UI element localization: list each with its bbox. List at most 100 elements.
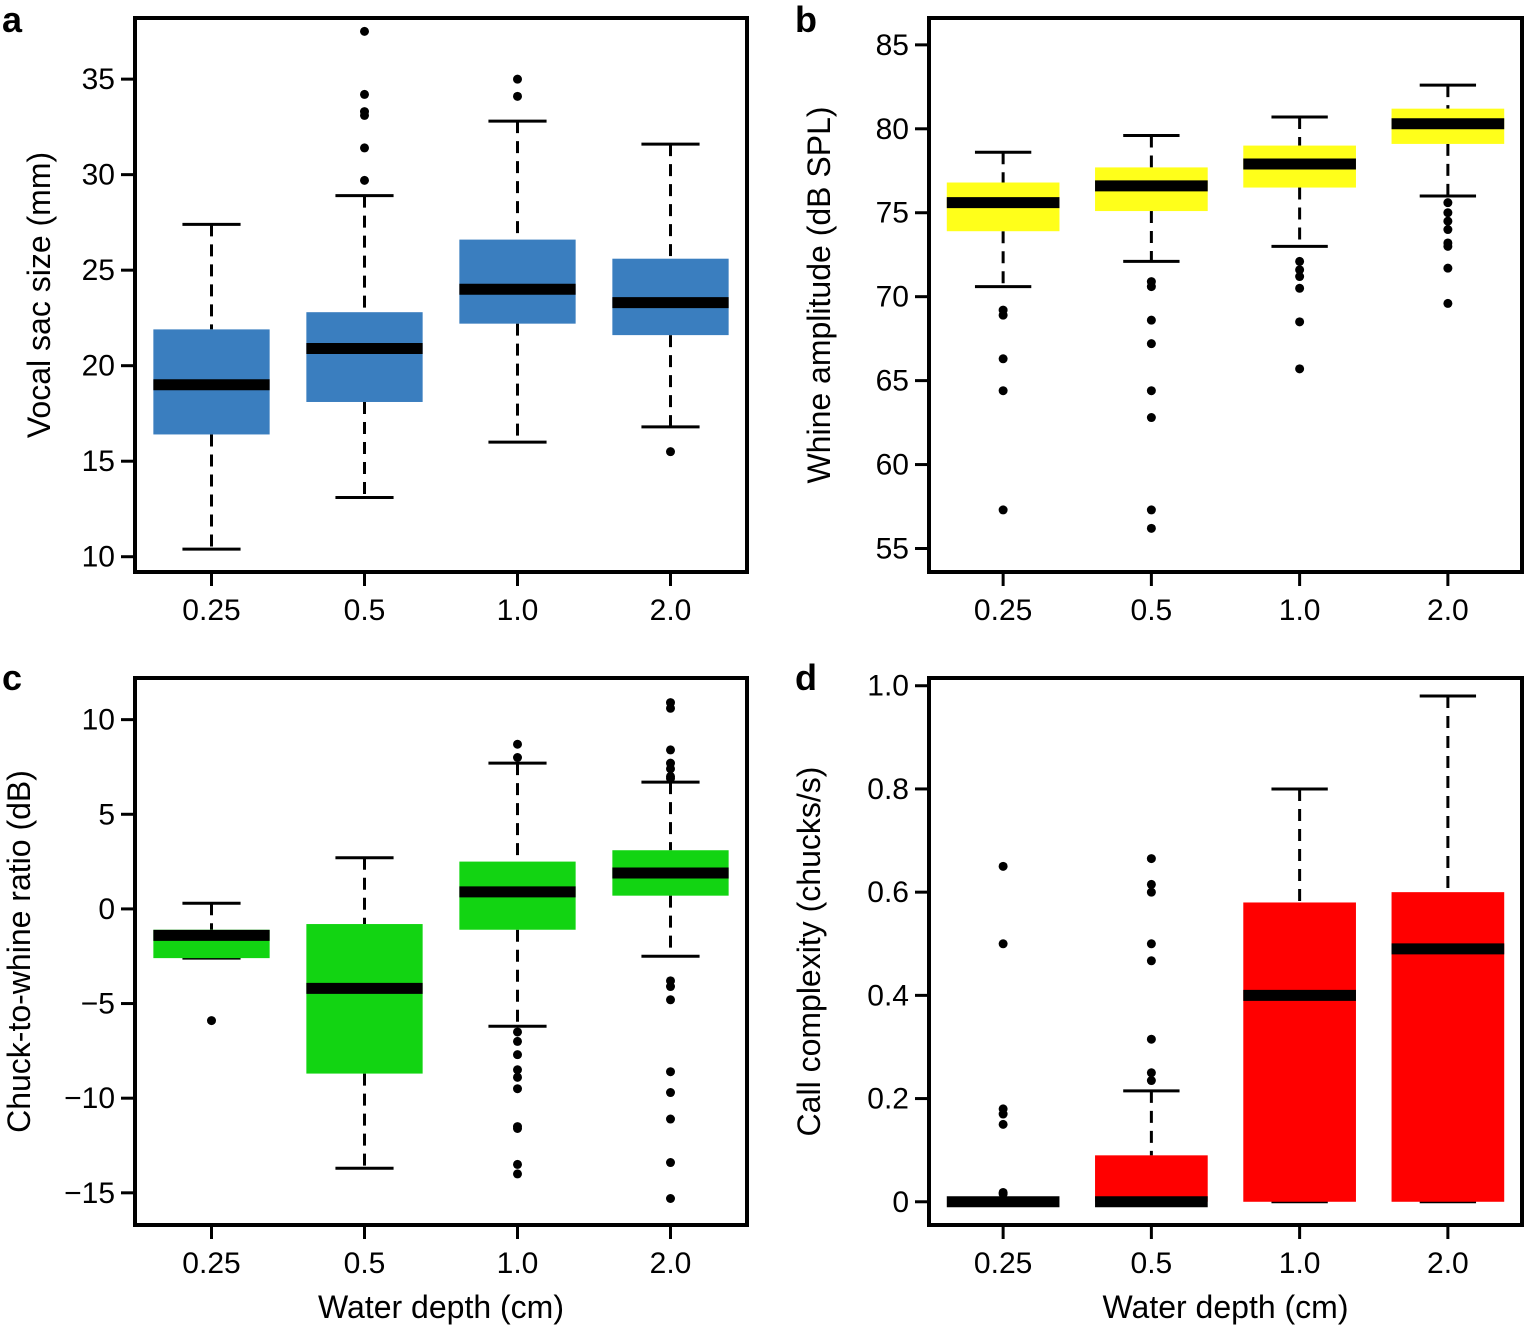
box-group: [306, 26, 423, 499]
box-group: [459, 739, 576, 1179]
outlier-point: [513, 1084, 522, 1094]
outlier-point: [1443, 298, 1453, 308]
box: [1243, 902, 1356, 1202]
plot-frame: [133, 16, 749, 574]
outlier-point: [513, 1123, 522, 1133]
y-tick-label: 15: [82, 445, 115, 478]
outlier-point: [666, 1194, 675, 1204]
panel-a: a 10 15 20 25 30 35 0.25 0.5 1.0 2.0 Vocal sac size…: [2, 0, 749, 627]
plot-frame: [927, 676, 1524, 1227]
outlier-point: [1443, 263, 1453, 273]
outlier-point: [513, 739, 522, 749]
y-tick-label: 0: [98, 893, 115, 926]
outlier-point: [513, 752, 522, 762]
x-tick-label: 0.25: [182, 1247, 240, 1280]
y-tick-label: 10: [82, 541, 115, 574]
outlier-point: [1146, 887, 1156, 897]
outlier-point: [666, 764, 675, 774]
box: [612, 258, 729, 336]
outlier-point: [1443, 198, 1453, 208]
panel-letter: d: [795, 657, 817, 698]
panel-letter: b: [795, 0, 817, 40]
outlier-point: [513, 1065, 522, 1075]
outlier-point: [1146, 1068, 1156, 1078]
outlier-point: [666, 982, 675, 992]
y-tick-label: −15: [64, 1177, 115, 1210]
outlier-point: [513, 1050, 522, 1060]
outlier-point: [360, 26, 369, 36]
outlier-point: [513, 74, 522, 84]
outlier-point: [513, 1036, 522, 1046]
outlier-point: [1443, 208, 1453, 218]
x-tick-label: 1.0: [497, 1247, 539, 1280]
outlier-point: [666, 447, 675, 457]
y-tick-label: 80: [876, 113, 909, 146]
y-tick-label: 0.6: [867, 876, 909, 909]
outlier-point: [360, 107, 369, 117]
outlier-point: [1146, 339, 1156, 349]
outlier-point: [1295, 283, 1305, 293]
outlier-point: [666, 995, 675, 1005]
box-group: [1095, 854, 1208, 1208]
outlier-point: [998, 1119, 1008, 1129]
outlier-point: [1146, 413, 1156, 423]
y-tick-label: 5: [98, 798, 115, 831]
outlier-point: [666, 703, 675, 713]
x-tick-label: 0.5: [1131, 1247, 1173, 1280]
y-tick-label: 65: [876, 365, 909, 398]
y-tick-label: 20: [82, 350, 115, 383]
outlier-point: [513, 1169, 522, 1179]
box-group: [1391, 83, 1505, 308]
x-tick-label: 2.0: [650, 1247, 692, 1280]
outlier-point: [1146, 386, 1156, 396]
box: [1391, 892, 1505, 1202]
box-group: [1243, 787, 1356, 1204]
outlier-point: [1146, 939, 1156, 949]
outlier-point: [1146, 956, 1156, 966]
outlier-point: [513, 1159, 522, 1169]
box-group: [1391, 694, 1505, 1204]
y-tick-label: 0.4: [867, 979, 909, 1012]
y-tick-label: 85: [876, 29, 909, 62]
box-group: [612, 698, 729, 1204]
outlier-point: [666, 745, 675, 755]
y-tick-label: 0.2: [867, 1083, 909, 1116]
x-tick-label: 0.5: [344, 594, 386, 627]
x-tick-label: 0.25: [974, 1247, 1032, 1280]
y-tick-label: 75: [876, 197, 909, 230]
y-tick-label: 25: [82, 254, 115, 287]
box-group: [153, 901, 270, 1026]
outlier-point: [998, 386, 1008, 396]
x-tick-label: 1.0: [1279, 594, 1321, 627]
y-tick-label: 30: [82, 159, 115, 192]
y-tick-label: −5: [81, 988, 115, 1021]
box: [306, 312, 423, 402]
outlier-point: [360, 175, 369, 185]
y-tick-label: 55: [876, 532, 909, 565]
panel-d: d 0 0.2 0.4 0.6 0.8 1.0 0.25 0.5 1.0 2.0 Call compl…: [791, 657, 1524, 1325]
box-group: [1095, 134, 1208, 533]
y-tick-label: 70: [876, 281, 909, 314]
y-axis-title: Chuck-to-whine ratio (dB): [1, 770, 37, 1133]
x-axis-title: Water depth (cm): [318, 1289, 564, 1325]
box-group: [946, 150, 1060, 515]
y-tick-label: 10: [82, 704, 115, 737]
x-tick-label: 2.0: [1427, 1247, 1469, 1280]
outlier-point: [998, 310, 1008, 320]
x-tick-label: 2.0: [1427, 594, 1469, 627]
plot-frame: [927, 16, 1524, 574]
outlier-point: [1146, 854, 1156, 864]
panel-c: c −15 −10 −5 0 5 10 0.25 0.5 1.0 2.0 Chuck-to-whine…: [1, 657, 749, 1325]
outlier-point: [207, 1016, 216, 1026]
outlier-point: [666, 1114, 675, 1124]
y-axis-title: Call complexity (chucks/s): [791, 767, 827, 1137]
outlier-point: [666, 1088, 675, 1098]
x-tick-label: 0.5: [344, 1247, 386, 1280]
outlier-point: [666, 1067, 675, 1077]
outlier-point: [1443, 216, 1453, 226]
outlier-point: [1146, 1076, 1156, 1086]
outlier-point: [1295, 317, 1305, 327]
box: [306, 924, 423, 1074]
